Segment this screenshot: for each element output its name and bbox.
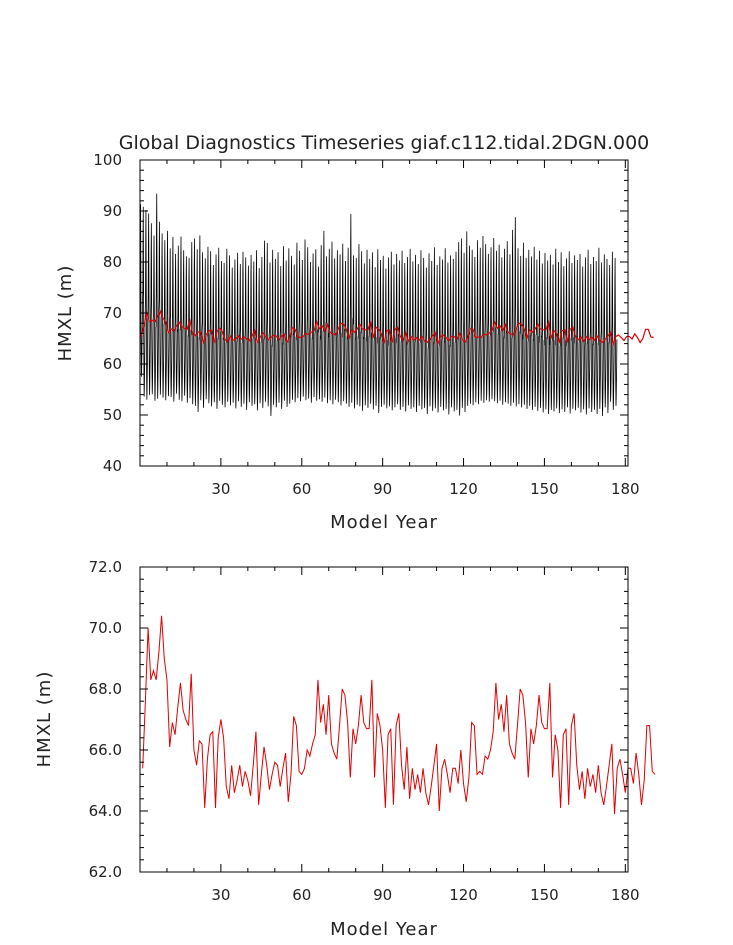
- y-tick-label: 100: [93, 151, 122, 169]
- bottom-panel: 30 60 90 120 150 18062.064.066.068.070.072.0 …: [34, 558, 656, 940]
- top-axis-ticks: 30 60 90 120 150 180 40 50 60 70 80 90 100: [93, 151, 639, 498]
- annual-mean-line-top: [140, 309, 654, 347]
- y-tick-label: 40: [103, 457, 122, 475]
- top-x-axis-label: Model Year: [330, 512, 438, 533]
- monthly-line: [139, 193, 618, 417]
- annual-mean-series-top: [140, 309, 654, 347]
- bottom-y-axis-label: HMXL (m): [34, 671, 55, 768]
- y-tick-label: 68.0: [89, 680, 122, 698]
- top-plot-frame: [139, 159, 629, 467]
- monthly-series: [139, 193, 618, 417]
- top-panel: 30 60 90 120 150 180 40 50 60 70 80 90 100 Model Yea…: [55, 151, 654, 533]
- top-y-axis-label: HMXL (m): [55, 265, 76, 362]
- bottom-plot-frame: [139, 566, 629, 873]
- y-tick-label: 70.0: [89, 619, 122, 637]
- bottom-axis-ticks: 30 60 90 120 150 180 62.0 64.0 66.0 68.0 70.0 72.0: [89, 558, 640, 904]
- y-tick-label: 70: [103, 304, 122, 322]
- y-tick-label: 72.0: [89, 558, 122, 576]
- x-tick-label: 120: [449, 480, 478, 498]
- annual-mean-line: [142, 615, 656, 815]
- x-tick-label: 180: [611, 886, 640, 904]
- y-tick-label: 60: [103, 355, 122, 373]
- x-tick-label: 30: [211, 480, 230, 498]
- x-tick-label: 60: [292, 480, 311, 498]
- y-tick-label: 62.0: [89, 863, 122, 881]
- y-tick-label: 80: [103, 253, 122, 271]
- x-tick-label: 90: [373, 480, 392, 498]
- x-tick-label: 150: [530, 480, 559, 498]
- annual-mean-series: [142, 615, 656, 815]
- x-tick-label: 60: [292, 886, 311, 904]
- y-tick-label: 66.0: [89, 741, 122, 759]
- bottom-x-axis-label: Model Year: [330, 919, 438, 940]
- x-tick-label: 180: [611, 480, 640, 498]
- y-tick-label: 64.0: [89, 802, 122, 820]
- y-tick-label: 50: [103, 406, 122, 424]
- x-tick-label: 120: [449, 886, 478, 904]
- x-tick-label: 90: [373, 886, 392, 904]
- y-tick-label: 90: [103, 202, 122, 220]
- chart-title: Global Diagnostics Timeseries giaf.c112.…: [119, 132, 650, 154]
- x-tick-label: 150: [530, 886, 559, 904]
- x-tick-label: 30: [211, 886, 230, 904]
